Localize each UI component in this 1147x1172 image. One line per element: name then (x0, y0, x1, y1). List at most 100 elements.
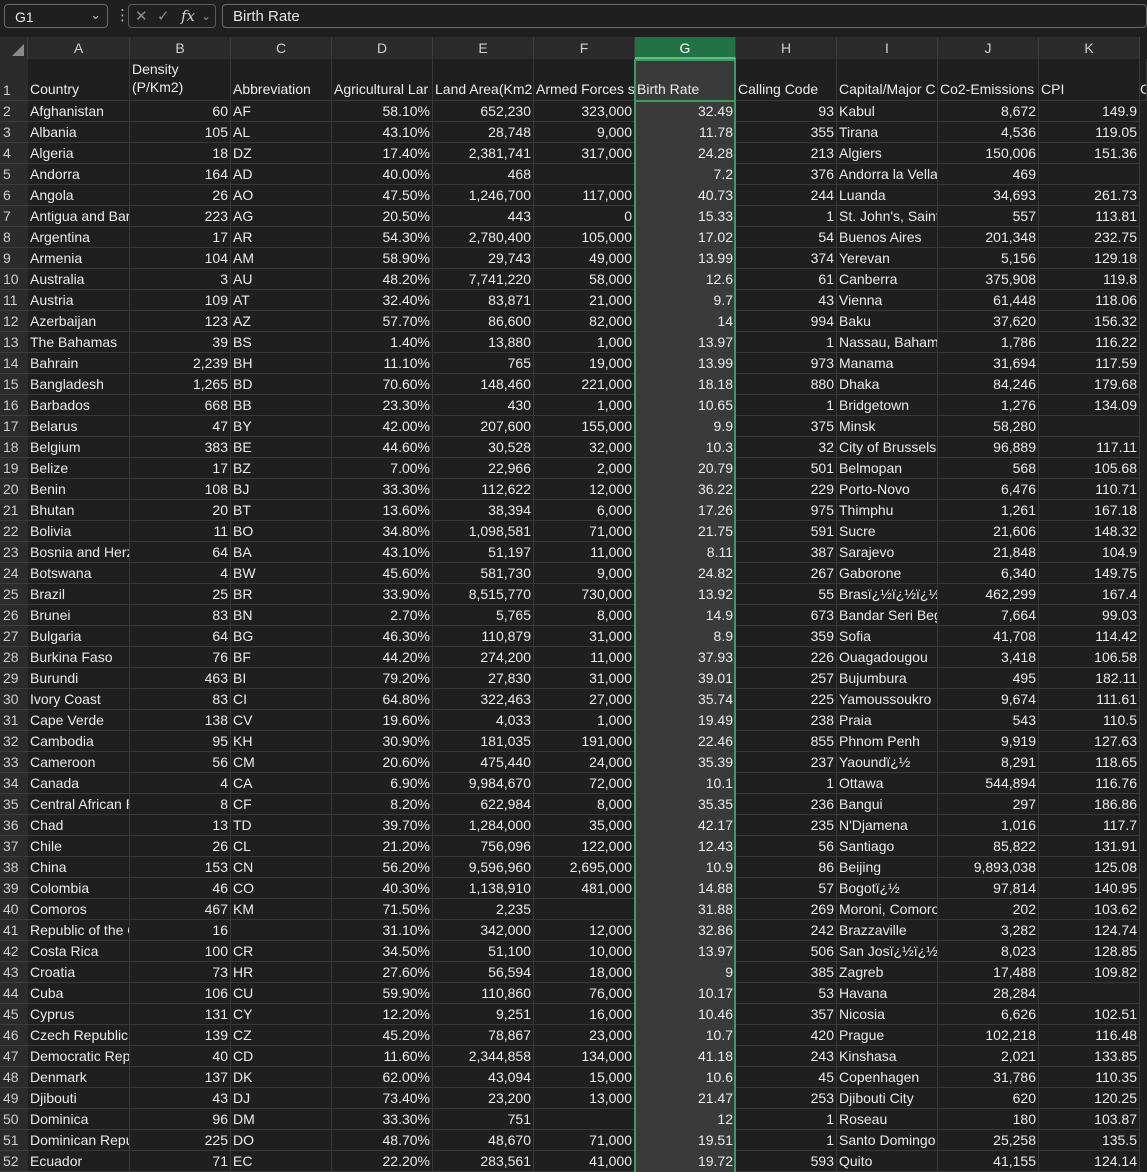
table-cell[interactable]: 57.70% (332, 311, 433, 332)
table-cell[interactable]: 46.30% (332, 626, 433, 647)
column-header-k[interactable]: K (1039, 37, 1140, 59)
table-cell[interactable]: 622,984 (433, 794, 534, 815)
table-cell[interactable] (1039, 164, 1140, 185)
table-cell[interactable]: 23.30% (332, 395, 433, 416)
table-cell[interactable]: 102.51 (1039, 1004, 1140, 1025)
table-cell[interactable]: Belmopan (837, 458, 938, 479)
table-cell[interactable]: KM (231, 899, 332, 920)
table-cell[interactable]: Belarus (28, 416, 130, 437)
table-cell[interactable]: Botswana (28, 563, 130, 584)
table-cell[interactable]: 109 (130, 290, 231, 311)
table-cell[interactable]: 31.10% (332, 920, 433, 941)
table-cell[interactable]: 64 (130, 626, 231, 647)
table-cell[interactable]: 12.6 (635, 269, 736, 290)
table-cell[interactable]: N'Djamena (837, 815, 938, 836)
table-cell[interactable]: 26 (130, 836, 231, 857)
table-cell[interactable]: Tirana (837, 122, 938, 143)
table-cell[interactable]: CD (231, 1046, 332, 1067)
table-cell[interactable]: San Josï¿½ï¿½ï¿½ (837, 941, 938, 962)
table-cell[interactable]: 463 (130, 668, 231, 689)
table-cell[interactable]: Albania (28, 122, 130, 143)
table-cell[interactable]: 1,265 (130, 374, 231, 395)
table-cell[interactable]: 557 (938, 206, 1039, 227)
row-header[interactable]: 2 (0, 101, 28, 122)
table-cell[interactable]: 226 (736, 647, 837, 668)
table-cell[interactable]: AD (231, 164, 332, 185)
table-cell[interactable]: 13.92 (635, 584, 736, 605)
table-cell[interactable]: 1 (736, 332, 837, 353)
table-cell[interactable]: 207,600 (433, 416, 534, 437)
table-cell[interactable]: 35.39 (635, 752, 736, 773)
table-cell[interactable]: Croatia (28, 962, 130, 983)
table-cell[interactable]: 385 (736, 962, 837, 983)
table-cell[interactable]: 7.00% (332, 458, 433, 479)
table-cell[interactable]: 8,000 (534, 605, 635, 626)
table-cell[interactable]: 49,000 (534, 248, 635, 269)
table-cell[interactable]: Sucre (837, 521, 938, 542)
table-cell[interactable]: TD (231, 815, 332, 836)
row-header[interactable]: 28 (0, 647, 28, 668)
table-cell[interactable] (1039, 416, 1140, 437)
table-cell[interactable]: 83,871 (433, 290, 534, 311)
table-cell[interactable]: Prague (837, 1025, 938, 1046)
table-cell[interactable]: Australia (28, 269, 130, 290)
table-cell[interactable]: 41,155 (938, 1151, 1039, 1172)
table-cell[interactable]: 24,000 (534, 752, 635, 773)
table-cell[interactable]: 468 (433, 164, 534, 185)
table-cell[interactable]: Beijing (837, 857, 938, 878)
table-cell[interactable]: 48.20% (332, 269, 433, 290)
header-cell-k[interactable]: CPI (1039, 59, 1140, 101)
table-cell[interactable]: 95 (130, 731, 231, 752)
table-cell[interactable]: 32.40% (332, 290, 433, 311)
table-cell[interactable]: 31,000 (534, 626, 635, 647)
table-cell[interactable]: 35.74 (635, 689, 736, 710)
table-cell[interactable]: 45 (736, 1067, 837, 1088)
row-header[interactable]: 44 (0, 983, 28, 1004)
table-cell[interactable]: 43.10% (332, 122, 433, 143)
row-header[interactable]: 10 (0, 269, 28, 290)
table-cell[interactable]: 117.59 (1039, 353, 1140, 374)
table-cell[interactable]: DK (231, 1067, 332, 1088)
table-cell[interactable]: 11,000 (534, 647, 635, 668)
table-cell[interactable]: 31,000 (534, 668, 635, 689)
table-cell[interactable]: Minsk (837, 416, 938, 437)
table-cell[interactable]: 16,000 (534, 1004, 635, 1025)
table-cell[interactable]: 4 (130, 773, 231, 794)
row-header[interactable]: 41 (0, 920, 28, 941)
table-cell[interactable]: Czech Republic (28, 1025, 130, 1046)
row-header[interactable]: 17 (0, 416, 28, 437)
table-cell[interactable]: 13.60% (332, 500, 433, 521)
table-cell[interactable]: Cyprus (28, 1004, 130, 1025)
table-cell[interactable]: 9,000 (534, 563, 635, 584)
row-header[interactable]: 35 (0, 794, 28, 815)
table-cell[interactable]: Dhaka (837, 374, 938, 395)
table-cell[interactable]: 13,880 (433, 332, 534, 353)
table-cell[interactable]: 27,000 (534, 689, 635, 710)
table-cell[interactable]: 155,000 (534, 416, 635, 437)
table-cell[interactable]: 8,023 (938, 941, 1039, 962)
row-header[interactable]: 48 (0, 1067, 28, 1088)
table-cell[interactable]: 31,694 (938, 353, 1039, 374)
table-cell[interactable]: 96,889 (938, 437, 1039, 458)
table-cell[interactable]: 357 (736, 1004, 837, 1025)
column-header-h[interactable]: H (736, 37, 837, 59)
table-cell[interactable]: Bulgaria (28, 626, 130, 647)
table-cell[interactable]: 267 (736, 563, 837, 584)
table-cell[interactable]: 6,626 (938, 1004, 1039, 1025)
table-cell[interactable]: 1,000 (534, 395, 635, 416)
table-cell[interactable]: 116.22 (1039, 332, 1140, 353)
table-cell[interactable]: 7.2 (635, 164, 736, 185)
table-cell[interactable]: 20.60% (332, 752, 433, 773)
table-cell[interactable]: 118.06 (1039, 290, 1140, 311)
table-cell[interactable]: 2,695,000 (534, 857, 635, 878)
table-cell[interactable]: 652,230 (433, 101, 534, 122)
table-cell[interactable]: Bhutan (28, 500, 130, 521)
row-header[interactable]: 27 (0, 626, 28, 647)
table-cell[interactable]: Vienna (837, 290, 938, 311)
table-cell[interactable]: Nassau, Bahamas (837, 332, 938, 353)
table-cell[interactable]: Bangladesh (28, 374, 130, 395)
table-cell[interactable]: 1,786 (938, 332, 1039, 353)
table-cell[interactable]: 58,280 (938, 416, 1039, 437)
table-cell[interactable]: 3,418 (938, 647, 1039, 668)
table-cell[interactable]: 9,251 (433, 1004, 534, 1025)
